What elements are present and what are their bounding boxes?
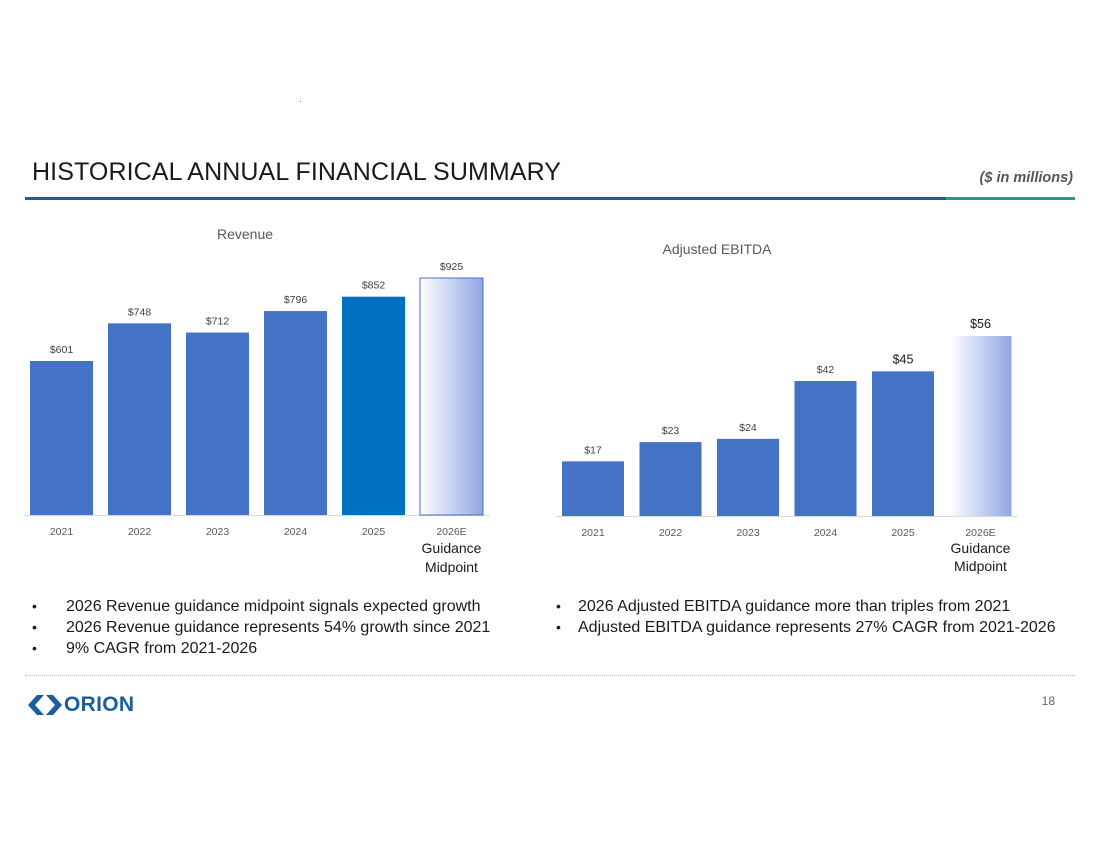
bullet-icon: • <box>32 598 37 614</box>
bullet-item: • Adjusted EBITDA guidance represents 27%… <box>556 617 1056 638</box>
bar-2023 <box>717 438 779 516</box>
data-label: $17 <box>584 444 602 456</box>
x-tick-label: 2022 <box>659 527 683 539</box>
bar-2022 <box>108 323 171 515</box>
bar-2024 <box>794 381 857 516</box>
revenue-chart: Revenue $601 2021 $748 2022 $712 2023 $796 2024 $… <box>24 226 490 575</box>
bullet-item: • 2026 Revenue guidance represents 54% gr… <box>32 617 490 638</box>
x-tick-label: 2023 <box>736 527 760 539</box>
bar-2021 <box>562 461 624 516</box>
bullet-text: Adjusted EBITDA guidance represents 27% … <box>578 619 1056 636</box>
x-tick-label: 2024 <box>814 527 838 539</box>
logo-text: ORION <box>64 693 135 716</box>
x-tick-label: 2025 <box>891 527 915 539</box>
x-tick-label: 2024 <box>284 526 308 538</box>
ebitda-chart: Adjusted EBITDA $17 2021 $23 2022 $24 2023 $42 2… <box>555 241 1018 574</box>
bullet-icon: • <box>556 619 561 635</box>
x-tick-label: 2021 <box>50 526 74 538</box>
bullet-item: • 2026 Adjusted EBITDA guidance more than… <box>556 596 1056 617</box>
guidance-note-line2: Midpoint <box>425 559 478 575</box>
units-note: ($ in millions) <box>979 170 1073 186</box>
data-label: $42 <box>817 364 835 376</box>
bullet-text: 9% CAGR from 2021-2026 <box>66 640 258 657</box>
bullet-icon: • <box>556 598 561 614</box>
bar-2024 <box>264 311 327 515</box>
data-label: $45 <box>893 352 914 366</box>
chart-title: Revenue <box>217 226 273 242</box>
bullet-icon: • <box>32 640 37 656</box>
guidance-note-line2: Midpoint <box>954 558 1007 574</box>
bar-2023 <box>186 332 249 515</box>
bullet-text: 2026 Adjusted EBITDA guidance more than … <box>578 598 1011 615</box>
revenue-bullet-list: • 2026 Revenue guidance midpoint signals … <box>32 596 490 659</box>
stray-dot <box>300 101 301 102</box>
bullet-item: • 2026 Revenue guidance midpoint signals … <box>32 596 490 617</box>
data-label: $925 <box>440 261 464 273</box>
bar-2022 <box>639 442 702 516</box>
data-label: $796 <box>284 294 308 306</box>
bar-2026e <box>419 277 484 516</box>
orion-logo: ORION <box>27 694 134 716</box>
x-tick-label: 2023 <box>206 526 230 538</box>
bullet-item: • 9% CAGR from 2021-2026 <box>32 638 490 659</box>
x-tick-label: 2026E <box>436 526 466 538</box>
data-label: $748 <box>128 306 152 318</box>
bullet-text: 2026 Revenue guidance represents 54% gro… <box>66 619 491 636</box>
data-label: $24 <box>739 422 757 434</box>
x-tick-label: 2025 <box>362 526 386 538</box>
bar-2026e <box>949 336 1012 516</box>
page-title: HISTORICAL ANNUAL FINANCIAL SUMMARY <box>32 158 562 186</box>
bullet-text: 2026 Revenue guidance midpoint signals e… <box>66 598 481 615</box>
data-label: $23 <box>662 425 680 437</box>
bar-2025 <box>872 371 934 516</box>
ebitda-bullet-list: • 2026 Adjusted EBITDA guidance more than… <box>556 596 1056 638</box>
bullet-icon: • <box>32 619 37 635</box>
data-label: $852 <box>362 280 386 292</box>
bar-2021 <box>30 361 93 515</box>
x-tick-label: 2021 <box>581 527 605 539</box>
chart-title: Adjusted EBITDA <box>663 241 773 257</box>
footer-divider <box>25 675 1075 676</box>
data-label: $601 <box>50 344 74 356</box>
x-tick-label: 2022 <box>128 526 152 538</box>
guidance-note-line1: Guidance <box>422 540 482 556</box>
bar-2025 <box>342 296 405 515</box>
data-label: $712 <box>206 316 230 328</box>
guidance-note-line1: Guidance <box>951 540 1011 556</box>
data-label: $56 <box>970 317 991 331</box>
orion-logo-mark-icon <box>28 695 62 715</box>
title-rule-accent <box>946 197 1075 200</box>
page-number: 18 <box>1041 694 1055 708</box>
x-tick-label: 2026E <box>965 527 995 539</box>
title-rule <box>25 197 946 200</box>
